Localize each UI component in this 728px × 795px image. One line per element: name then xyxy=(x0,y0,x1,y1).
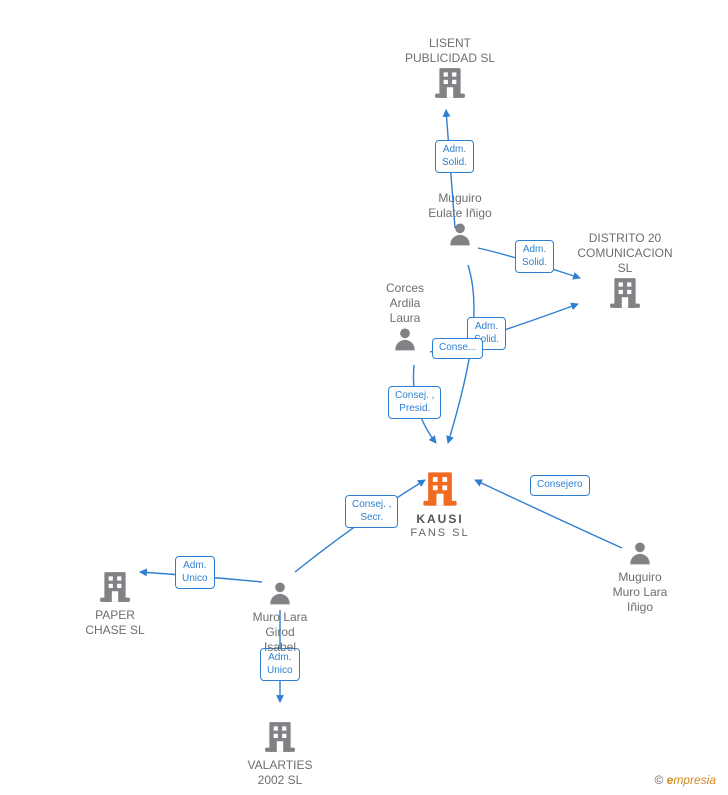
node-muro: Muro LaraGirodIsabel xyxy=(225,580,335,655)
node-valarties: VALARTIES2002 SL xyxy=(225,720,335,788)
node-label-line: COMUNICACION xyxy=(570,246,680,261)
node-label-line: Ardila xyxy=(350,296,460,311)
node-label-line: CHASE SL xyxy=(60,623,170,638)
edge xyxy=(413,365,436,443)
node-label-line: PUBLICIDAD SL xyxy=(395,51,505,66)
edge-label: Adm. Solid. xyxy=(435,140,474,173)
node-sublabel: FANS SL xyxy=(385,527,495,541)
node-label-line: 2002 SL xyxy=(225,773,335,788)
node-label-line: Muguiro xyxy=(405,191,515,206)
building-icon xyxy=(263,720,297,754)
edge xyxy=(430,304,578,352)
edge xyxy=(475,480,622,548)
node-label-line: KAUSI xyxy=(385,512,495,527)
node-corces: CorcesArdilaLaura xyxy=(350,281,460,356)
node-label-line: Isabel xyxy=(225,640,335,655)
building-icon xyxy=(608,276,642,310)
copyright-symbol: © xyxy=(654,773,663,787)
node-label-line: Girod xyxy=(225,625,335,640)
edge xyxy=(478,248,580,278)
edge xyxy=(295,480,425,572)
person-icon xyxy=(627,540,653,566)
edge-label: Adm. Solid. xyxy=(467,317,506,350)
person-icon xyxy=(267,580,293,606)
diagram-canvas: © empresia Adm. Solid. Adm. Solid. Adm. So… xyxy=(0,0,728,795)
node-label-line: SL xyxy=(570,261,680,276)
edge-label: Consej. , Presid. xyxy=(388,386,441,419)
node-muguiro_m: MuguiroMuro LaraIñigo xyxy=(585,540,695,615)
node-label-line: Corces xyxy=(350,281,460,296)
edge xyxy=(448,265,474,443)
node-label-line: PAPER xyxy=(60,608,170,623)
person-icon xyxy=(392,326,418,352)
node-label-line: VALARTIES xyxy=(225,758,335,773)
node-label-line: Muro Lara xyxy=(225,610,335,625)
watermark: © empresia xyxy=(654,773,716,787)
node-muguiro_e: MuguiroEulate Iñigo xyxy=(405,191,515,251)
edge-label: Adm. Unico xyxy=(260,648,300,681)
node-paper: PAPERCHASE SL xyxy=(60,570,170,638)
edge xyxy=(446,110,455,228)
edge-label: Adm. Unico xyxy=(175,556,215,589)
edge xyxy=(140,572,262,582)
node-label-line: Muguiro xyxy=(585,570,695,585)
edge-label: Conse... xyxy=(432,338,483,359)
person-icon xyxy=(447,221,473,247)
node-label-line: DISTRITO 20 xyxy=(570,231,680,246)
node-lisent: LISENTPUBLICIDAD SL xyxy=(395,36,505,104)
node-label-line: Iñigo xyxy=(585,600,695,615)
edge-label: Adm. Solid. xyxy=(515,240,554,273)
building-icon xyxy=(98,570,132,604)
building-icon xyxy=(433,66,467,100)
node-distrito: DISTRITO 20COMUNICACIONSL xyxy=(570,231,680,314)
node-label-line: Laura xyxy=(350,311,460,326)
node-label-line: Eulate Iñigo xyxy=(405,206,515,221)
node-label-line: LISENT xyxy=(395,36,505,51)
edge-label: Consej. , Secr. xyxy=(345,495,398,528)
edges-layer xyxy=(0,0,728,795)
brand-name: empresia xyxy=(667,773,716,787)
node-center: KAUSIFANS SL xyxy=(385,470,495,541)
node-label-line: Muro Lara xyxy=(585,585,695,600)
building-icon xyxy=(421,470,459,508)
edge-label: Consejero xyxy=(530,475,590,496)
